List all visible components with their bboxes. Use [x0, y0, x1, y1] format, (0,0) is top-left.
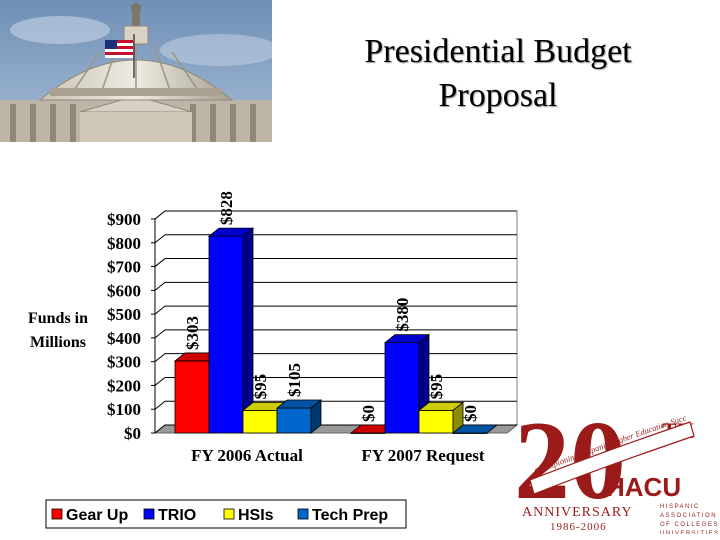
- y-tick-label: $100: [107, 400, 141, 419]
- logo-years: 1986-2006: [550, 521, 607, 533]
- y-tick-label: $600: [107, 281, 141, 300]
- hacu-20th-anniversary-logo: 20 TH Championing Hispanic Higher Educat…: [512, 398, 718, 534]
- y-tick-label: $500: [107, 305, 141, 324]
- legend-swatch: [143, 508, 155, 520]
- bar-front: [242, 410, 278, 434]
- data-label: $0: [359, 405, 378, 422]
- legend-swatch: [51, 508, 63, 520]
- y-tick-label: $800: [107, 234, 141, 253]
- x-category-label: FY 2006 Actual: [191, 446, 303, 465]
- x-category-labels: FY 2006 Actual FY 2007 Request: [191, 446, 485, 465]
- logo-side-word: HISPANIC: [660, 504, 700, 510]
- logo-side-text: HISPANIC ASSOCIATION OF COLLEGES & UNIVERSI…: [660, 504, 718, 534]
- capitol-dome-image: [0, 0, 272, 142]
- legend-swatch: [297, 508, 309, 520]
- data-label: $95: [251, 374, 270, 400]
- y-tick-labels: $0 $100 $200 $300 $400 $500 $600 $700 $800 $900: [107, 210, 141, 443]
- bar: [275, 399, 323, 434]
- title-line-1: Presidential Budget: [364, 33, 632, 70]
- data-label: $0: [461, 405, 480, 422]
- x-category-label: FY 2007 Request: [361, 446, 484, 465]
- data-labels: $303 $828 $95 $105 $0 $380 $95 $0: [183, 191, 480, 422]
- bar-front: [418, 410, 454, 434]
- gridline: [154, 210, 517, 220]
- legend-label: TRIO: [158, 507, 196, 524]
- logo-side-word: UNIVERSITIES: [660, 531, 718, 534]
- y-tick-label: $0: [124, 424, 141, 443]
- logo-anniversary: ANNIVERSARY: [522, 505, 633, 520]
- legend-label: Gear Up: [66, 507, 128, 524]
- legend-swatch: [223, 508, 235, 520]
- data-label: $105: [285, 363, 304, 397]
- legend-label: Tech Prep: [312, 507, 388, 524]
- bar: [383, 333, 431, 434]
- y-tick-label: $900: [107, 210, 141, 229]
- bar-front: [174, 360, 210, 434]
- logo-org: HACU: [606, 472, 681, 502]
- logo-side-word: OF COLLEGES &: [660, 522, 718, 528]
- bar: [451, 424, 499, 434]
- bar-side: [310, 399, 322, 434]
- gridline: [154, 281, 517, 291]
- bar-front: [276, 407, 312, 434]
- gridline: [154, 305, 517, 315]
- title-line-2: Proposal: [438, 77, 558, 114]
- slide-title: Presidential Budget Proposal: [318, 30, 678, 118]
- data-label: $380: [393, 298, 412, 332]
- y-axis-title-line-2: Millions: [30, 334, 86, 351]
- legend: Gear Up TRIO HSIs Tech Prep: [45, 499, 407, 529]
- y-tick-label: $300: [107, 353, 141, 372]
- y-axis-title: Funds in Millions: [28, 310, 88, 351]
- bar-front: [384, 342, 420, 434]
- data-label: $303: [183, 316, 202, 350]
- legend-label: HSIs: [238, 507, 274, 524]
- data-label: $828: [217, 191, 236, 225]
- bar: [417, 401, 465, 434]
- gridline: [154, 234, 517, 244]
- y-tick-label: $700: [107, 258, 141, 277]
- bar-front: [208, 235, 244, 434]
- bar: [207, 227, 255, 434]
- y-tick-label: $400: [107, 329, 141, 348]
- bar-side: [486, 424, 498, 434]
- data-label: $95: [427, 374, 446, 400]
- y-axis-title-line-1: Funds in: [28, 310, 88, 327]
- gridline: [154, 329, 517, 339]
- bar-side: [242, 227, 254, 434]
- y-tick-label: $200: [107, 376, 141, 395]
- gridline: [154, 258, 517, 267]
- logo-side-word: ASSOCIATION: [660, 513, 717, 519]
- bars: [173, 227, 499, 434]
